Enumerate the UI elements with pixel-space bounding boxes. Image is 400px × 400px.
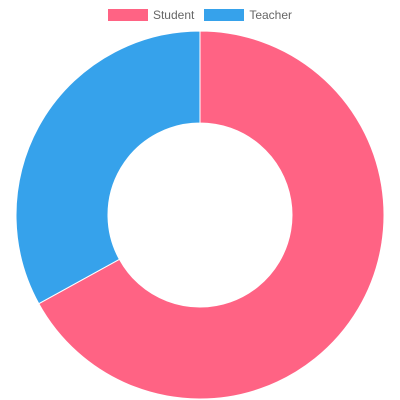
legend-swatch-student	[107, 9, 148, 21]
legend-label-student: Student	[152, 8, 195, 22]
slice-student[interactable]	[38, 30, 385, 400]
slice-teacher[interactable]	[15, 30, 201, 305]
legend-swatch-teacher	[204, 9, 245, 21]
legend-item-student[interactable]: Student	[107, 8, 195, 22]
chart-legend: Student Teacher	[0, 8, 400, 22]
legend-label-teacher: Teacher	[249, 8, 293, 22]
legend-item-teacher[interactable]: Teacher	[204, 8, 292, 22]
